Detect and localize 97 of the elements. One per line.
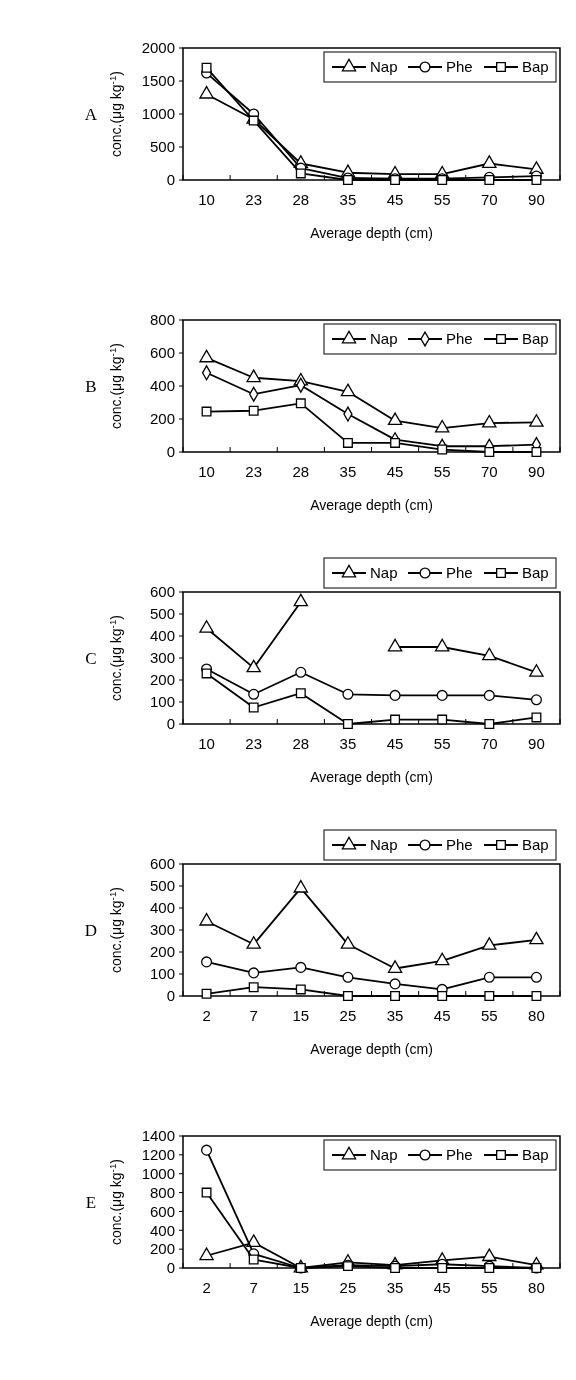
x-tick-label: 23	[245, 735, 263, 752]
x-tick-label: 35	[386, 1279, 404, 1296]
text: C	[85, 649, 97, 668]
x-tick-label: 10	[198, 735, 215, 752]
x-tick-label: 35	[339, 463, 357, 480]
legend-label: Bap	[522, 564, 549, 582]
x-axis-title: Average depth (cm)	[310, 769, 433, 785]
text: B	[85, 377, 97, 396]
x-tick-label: 28	[292, 463, 310, 480]
x-tick-label: 55	[433, 191, 451, 208]
y-tick-label: 400	[149, 377, 175, 395]
text: A	[84, 105, 98, 124]
x-tick-label: 7	[249, 1007, 258, 1024]
y-tick-label: 1500	[141, 72, 175, 90]
x-tick-label: 45	[433, 1007, 451, 1024]
y-tick-label: 600	[149, 583, 175, 601]
y-tick-label: 2000	[141, 39, 175, 57]
y-tick-label: 200	[149, 943, 175, 961]
y-tick-label: 1000	[141, 105, 175, 123]
y-tick-label: 500	[149, 877, 175, 895]
x-tick-label: 15	[292, 1007, 310, 1024]
y-tick-label: 0	[166, 987, 175, 1005]
x-tick-label: 35	[339, 191, 357, 208]
y-tick-label: 400	[149, 1221, 175, 1239]
legend-label: Phe	[446, 58, 473, 76]
y-tick-label: 400	[149, 899, 175, 917]
x-tick-label: 80	[528, 1007, 545, 1024]
x-tick-label: 7	[249, 1279, 258, 1296]
y-tick-label: 300	[149, 921, 175, 939]
x-tick-label: 55	[433, 735, 451, 752]
y-tick-label: 400	[149, 627, 175, 645]
x-tick-label: 70	[480, 463, 498, 480]
legend-label: Bap	[522, 58, 549, 76]
legend-label: Phe	[446, 836, 473, 854]
y-tick-label: 1000	[141, 1164, 175, 1182]
legend-label: Nap	[370, 564, 398, 582]
x-tick-label: 80	[528, 1279, 545, 1296]
y-tick-label: 500	[149, 138, 175, 156]
y-tick-label: 200	[149, 410, 175, 428]
y-tick-label: 0	[166, 171, 175, 189]
y-tick-label: 100	[149, 693, 175, 711]
x-tick-label: 23	[245, 191, 263, 208]
legend-label: Nap	[370, 330, 398, 348]
legend-label: Bap	[522, 330, 549, 348]
y-tick-label: 800	[149, 1183, 175, 1201]
x-tick-label: 28	[292, 735, 310, 752]
x-tick-label: 55	[480, 1007, 498, 1024]
x-tick-label: 70	[480, 735, 498, 752]
x-tick-label: 55	[480, 1279, 498, 1296]
x-tick-label: 25	[339, 1007, 357, 1024]
y-tick-label: 600	[149, 1202, 175, 1220]
y-tick-label: 500	[149, 605, 175, 623]
x-tick-label: 90	[528, 735, 545, 752]
x-tick-label: 45	[433, 1279, 451, 1296]
x-axis-title: Average depth (cm)	[310, 1313, 433, 1329]
x-tick-label: 28	[292, 191, 310, 208]
y-tick-label: 200	[149, 671, 175, 689]
x-tick-label: 55	[433, 463, 451, 480]
y-tick-label: 200	[149, 1240, 175, 1258]
x-tick-label: 10	[198, 191, 215, 208]
legend-label: Bap	[522, 836, 549, 854]
x-tick-label: 2	[202, 1007, 211, 1024]
y-tick-label: 0	[166, 715, 175, 733]
y-tick-label: 1200	[141, 1146, 175, 1164]
x-tick-label: 35	[339, 735, 357, 752]
x-axis-title: Average depth (cm)	[310, 497, 433, 513]
y-tick-label: 1400	[141, 1127, 175, 1145]
legend-label: Nap	[370, 58, 398, 76]
text: E	[85, 1193, 97, 1212]
y-tick-label: 100	[149, 965, 175, 983]
x-axis-title: Average depth (cm)	[310, 225, 433, 241]
y-tick-label: 0	[166, 443, 175, 461]
x-tick-label: 25	[339, 1279, 357, 1296]
y-tick-label: 600	[149, 344, 175, 362]
x-tick-label: 45	[386, 191, 404, 208]
x-tick-label: 23	[245, 463, 263, 480]
y-tick-label: 300	[149, 649, 175, 667]
x-tick-label: 10	[198, 463, 215, 480]
x-tick-label: 45	[386, 735, 404, 752]
y-tick-label: 800	[149, 311, 175, 329]
x-tick-label: 70	[480, 191, 498, 208]
legend-label: Nap	[370, 836, 398, 854]
legend-label: Nap	[370, 1146, 398, 1164]
x-tick-label: 15	[292, 1279, 310, 1296]
legend-label: Phe	[446, 330, 473, 348]
x-tick-label: 90	[528, 463, 545, 480]
y-tick-label: 0	[166, 1259, 175, 1277]
x-tick-label: 35	[386, 1007, 404, 1024]
x-tick-label: 90	[528, 191, 545, 208]
y-tick-label: 600	[149, 855, 175, 873]
x-tick-label: 2	[202, 1279, 211, 1296]
x-axis-title: Average depth (cm)	[310, 1041, 433, 1057]
x-tick-label: 45	[386, 463, 404, 480]
legend-label: Phe	[446, 1146, 473, 1164]
legend-label: Phe	[446, 564, 473, 582]
legend-label: Bap	[522, 1146, 549, 1164]
text: D	[84, 921, 98, 940]
